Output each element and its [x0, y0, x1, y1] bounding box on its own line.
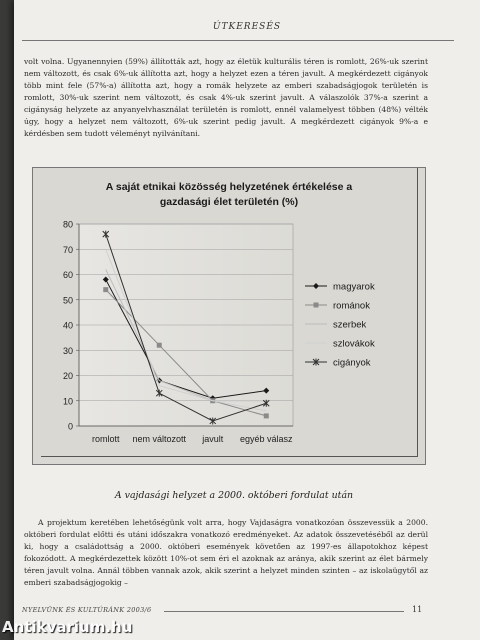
chart-title-line-2: gazdasági élet területén (%)	[160, 196, 298, 208]
series-line-szlovákok	[105, 249, 267, 412]
y-tick-label-10: 10	[63, 396, 73, 406]
legend-label-szerbek: szerbek	[333, 320, 367, 331]
chart-frame	[41, 168, 418, 457]
footer-journal: NYELVÜNK ÉS KULTÚRÁNK 2003/6	[22, 606, 152, 614]
page-number: 11	[412, 605, 423, 614]
x-tick-label-2: javult	[201, 434, 224, 444]
data-point-románok-3	[263, 413, 269, 419]
y-tick-label-40: 40	[63, 321, 73, 331]
legend-label-románok: románok	[333, 301, 370, 312]
y-tick-label-70: 70	[63, 245, 73, 255]
legend-marker-cigányok	[312, 358, 320, 366]
legend-label-szlovákok: szlovákok	[333, 339, 375, 350]
data-point-magyarok-3	[263, 387, 270, 394]
chart-title-line-1: A saját etnikai közösség helyzetének ért…	[106, 181, 353, 193]
data-point-magyarok-0	[102, 276, 109, 283]
x-tick-label-1: nem változott	[132, 434, 186, 444]
y-tick-label-0: 0	[68, 422, 73, 432]
legend-marker-magyarok	[313, 283, 319, 289]
x-tick-label-0: romlott	[92, 434, 120, 444]
body-paragraph-2: A projektum keretében lehetőségünk volt …	[24, 518, 428, 587]
body-paragraph-1: volt volna. Ugyanennyien (59%) állítottá…	[24, 57, 428, 138]
footer-rule	[164, 611, 404, 612]
series-line-cigányok	[105, 233, 267, 422]
chart-figure: A saját etnikai közösség helyzetének ért…	[32, 167, 426, 465]
running-head: ÚTKERESÉS	[212, 22, 282, 32]
data-point-románok-0	[103, 287, 109, 293]
legend-label-magyarok: magyarok	[333, 282, 375, 293]
series-line-magyarok	[105, 279, 267, 399]
section-title: A vajdasági helyzet a 2000. októberi for…	[114, 490, 354, 501]
watermark-logo: Antikvarium.hu	[2, 618, 133, 636]
legend-label-cigányok: cigányok	[333, 358, 371, 369]
data-point-cigányok-3	[262, 399, 270, 407]
data-point-cigányok-1	[155, 389, 163, 397]
y-tick-label-20: 20	[63, 371, 73, 381]
y-tick-label-50: 50	[63, 295, 73, 305]
line-chart: A saját etnikai közösség helyzetének ért…	[63, 181, 375, 444]
data-point-cigányok-0	[102, 230, 110, 238]
y-tick-label-30: 30	[63, 346, 73, 356]
data-point-románok-1	[156, 342, 162, 348]
book-page: ÚTKERESÉS volt volna. Ugyanennyien (59%)…	[14, 0, 480, 640]
y-tick-label-60: 60	[63, 270, 73, 280]
y-tick-label-80: 80	[63, 220, 73, 230]
legend-marker-románok	[313, 302, 319, 308]
header-rule	[22, 40, 454, 41]
series-line-szerbek	[105, 269, 267, 402]
x-tick-label-3: egyéb válasz	[240, 434, 293, 444]
data-point-cigányok-2	[209, 417, 217, 425]
